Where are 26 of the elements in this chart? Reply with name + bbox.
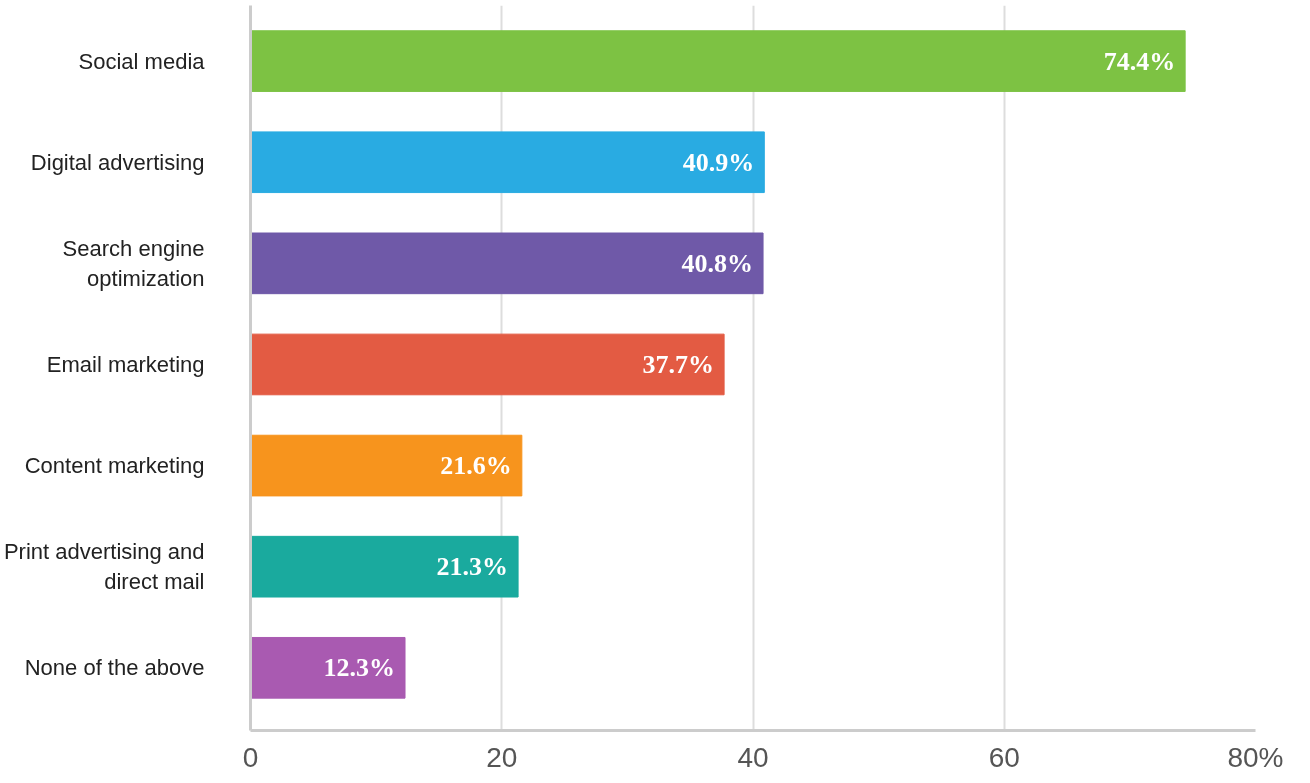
bar [250,535,519,598]
y-tick-label: None of the above [24,655,205,681]
data-label: 40.8% [681,248,754,278]
data-label: 21.3% [436,552,509,582]
data-label: 40.9% [682,147,755,177]
bar [250,636,406,699]
y-tick-label: Content marketing [24,453,205,479]
data-label: 21.6% [440,451,512,481]
y-tick-label: Social media [78,48,206,74]
y-tick-label: Email marketing [46,351,205,377]
x-tick-label: 80% [1227,741,1284,773]
data-label: 37.7% [642,349,715,379]
data-label: 12.3% [323,653,396,683]
x-tick-label: 40 [737,741,769,773]
y-tick-label: Search engine optimization [62,235,205,291]
bar [250,30,1186,92]
x-tick-label: 60 [988,741,1020,773]
bar [250,333,725,396]
y-tick-label: Print advertising and direct mail [3,539,205,595]
x-tick-label: 20 [486,741,518,773]
y-tick-label: Digital advertising [30,149,205,175]
bar [250,232,764,295]
bar [250,434,523,497]
data-label: 74.4% [1103,46,1176,76]
bar [250,131,765,194]
x-tick-label: 0 [242,741,259,773]
